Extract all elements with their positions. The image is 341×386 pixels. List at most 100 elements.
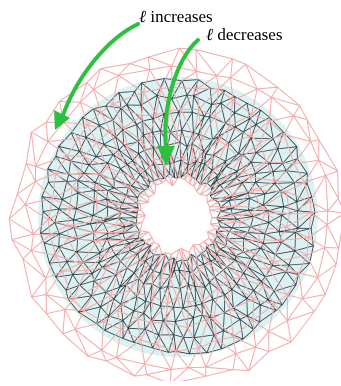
outer-mesh-edge <box>31 132 35 166</box>
outer-mesh-edge <box>197 71 198 88</box>
outer-mesh-edge <box>207 196 208 203</box>
outer-mesh-edge <box>287 321 291 342</box>
outer-mesh-edge <box>328 211 341 213</box>
outer-mesh-edge <box>65 310 75 330</box>
outer-mesh-edge <box>257 87 278 89</box>
outer-mesh-edge <box>303 295 326 299</box>
outer-mesh-edge <box>26 132 31 163</box>
outer-mesh-edge <box>326 171 338 175</box>
outer-mesh-edge <box>149 194 155 197</box>
outer-mesh-edge <box>87 83 94 90</box>
outer-mesh-edge <box>67 156 83 157</box>
outer-mesh-edge <box>145 364 171 369</box>
outer-mesh-edge <box>272 87 278 97</box>
outer-mesh-edge <box>141 116 142 140</box>
outer-mesh-edge <box>31 132 47 142</box>
outer-mesh-edge <box>188 368 206 377</box>
outer-mesh-edge <box>47 310 65 314</box>
outer-mesh-edge <box>327 213 341 225</box>
outer-mesh-edge <box>75 329 88 356</box>
outer-mesh-edge <box>196 50 233 59</box>
outer-mesh-edge <box>208 318 214 319</box>
outer-mesh-edge <box>328 199 339 212</box>
outer-mesh-edge <box>311 140 319 142</box>
outer-mesh-edge <box>140 204 141 210</box>
outer-mesh-edge <box>140 222 142 231</box>
outer-mesh-edge <box>106 361 135 376</box>
outer-mesh-edge <box>101 69 119 76</box>
outer-mesh-edge <box>145 364 147 375</box>
outer-mesh-edge <box>9 219 12 240</box>
label-ell-increases: ℓ increases <box>139 8 213 25</box>
outer-mesh-edge <box>88 356 106 361</box>
outer-mesh-edge <box>106 254 107 268</box>
outer-mesh-edge <box>194 186 197 191</box>
outer-mesh-edge <box>206 367 233 369</box>
decreases-text: decreases <box>217 25 282 44</box>
outer-mesh-edge <box>32 278 46 297</box>
outer-mesh-edge <box>171 368 188 370</box>
outer-mesh-edge <box>17 194 25 204</box>
outer-mesh-edge <box>269 321 288 332</box>
outer-mesh-edge <box>196 50 197 72</box>
outer-mesh-edge <box>130 64 150 70</box>
outer-mesh-edge <box>200 242 204 245</box>
outer-mesh-edge <box>150 323 165 324</box>
outer-mesh-edge <box>88 350 102 356</box>
outer-mesh-edge <box>12 234 34 239</box>
outer-mesh-edge <box>47 314 63 334</box>
outer-mesh-edge <box>269 332 292 343</box>
outer-mesh-edge <box>63 271 86 272</box>
outer-mesh-edge <box>207 202 209 207</box>
outer-mesh-edge <box>327 225 339 248</box>
outer-mesh-edge <box>130 57 148 64</box>
outer-mesh-edge <box>147 370 171 375</box>
label-ell-decreases: ℓ decreases <box>206 26 282 43</box>
outer-mesh-edge <box>154 242 159 245</box>
outer-mesh-edge <box>63 329 75 334</box>
outer-mesh-edge <box>211 218 213 224</box>
ell-symbol: ℓ <box>139 7 146 26</box>
outer-mesh-edge <box>294 106 300 116</box>
outer-mesh-edge <box>303 277 318 298</box>
outer-mesh-edge <box>325 248 337 265</box>
outer-mesh-edge <box>336 248 338 264</box>
outer-mesh-edge <box>106 358 116 361</box>
outer-mesh-edge <box>155 185 156 194</box>
outer-mesh-edge <box>135 364 145 376</box>
outer-mesh-edge <box>75 329 102 350</box>
outer-mesh-edge <box>152 238 154 242</box>
outer-mesh-edge <box>257 89 271 97</box>
inner-torus-surface <box>38 77 318 357</box>
outer-mesh-edge <box>147 375 171 381</box>
outer-mesh-edge <box>33 234 50 235</box>
outer-mesh-edge <box>236 347 256 354</box>
outer-mesh-edge <box>63 310 65 334</box>
outer-mesh-edge <box>231 59 233 78</box>
outer-mesh-edge <box>287 299 302 321</box>
outer-mesh-edge <box>159 245 161 253</box>
outer-mesh-edge <box>327 211 328 225</box>
outer-mesh-edge <box>46 122 48 141</box>
outer-mesh-edge <box>318 277 326 294</box>
inner-mesh-edge <box>74 220 75 228</box>
outer-mesh-edge <box>291 312 314 343</box>
outer-mesh-edge <box>326 175 339 198</box>
outer-mesh-edge <box>326 175 328 211</box>
outer-mesh-edge <box>217 59 233 76</box>
outer-mesh-edge <box>148 48 179 57</box>
inner-mesh-edge <box>279 232 296 233</box>
outer-mesh-edge <box>325 225 327 248</box>
outer-mesh-edge <box>200 195 207 196</box>
outer-mesh-edge <box>63 334 88 356</box>
inner-mesh-edge <box>83 262 99 263</box>
outer-mesh-edge <box>31 234 33 251</box>
outer-mesh-edge <box>150 66 172 70</box>
outer-mesh-edge <box>148 57 172 66</box>
outer-mesh-edge <box>32 297 47 314</box>
outer-mesh-edge <box>31 122 46 132</box>
outer-mesh-edge <box>246 64 278 87</box>
outer-mesh-edge <box>259 240 279 241</box>
